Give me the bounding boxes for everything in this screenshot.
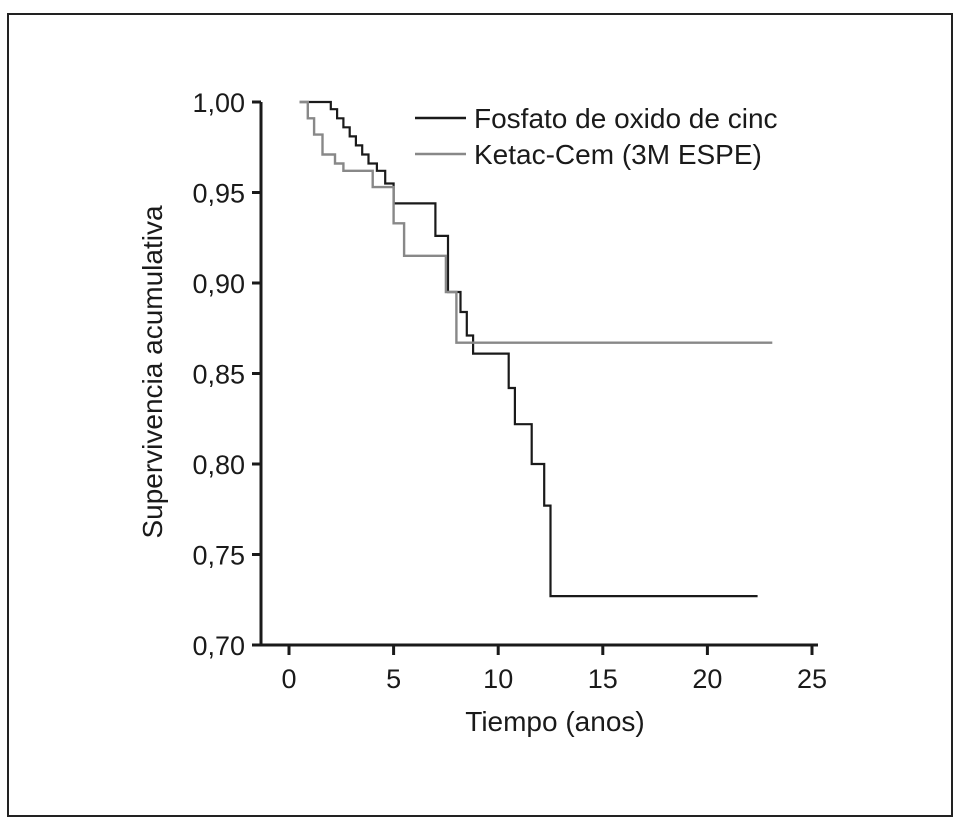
figure-frame — [7, 13, 953, 817]
y-tick-label: 0,75 — [192, 541, 245, 571]
x-tick-label: 5 — [386, 664, 401, 694]
x-ticks: 0 5 10 15 20 25 — [281, 645, 827, 694]
x-tick-label: 20 — [692, 664, 722, 694]
y-ticks: 1,00 0,95 0,90 0,85 0,80 0,75 0,70 — [192, 88, 261, 661]
y-tick-label: 0,90 — [192, 269, 245, 299]
legend-label: Fosfato de oxido de cinc — [474, 103, 778, 134]
legend: Fosfato de oxido de cinc Ketac-Cem (3M ES… — [415, 103, 778, 170]
y-tick-label: 0,95 — [192, 179, 245, 209]
x-tick-label: 25 — [797, 664, 827, 694]
series-layer — [299, 100, 773, 598]
legend-label: Ketac-Cem (3M ESPE) — [474, 139, 762, 170]
y-tick-label: 0,80 — [192, 450, 245, 480]
series-line-fosfato — [299, 100, 758, 598]
y-axis-title: Supervivencia acumulativa — [137, 205, 168, 538]
axes — [259, 102, 818, 647]
series-line-ketac — [299, 100, 773, 344]
x-tick-label: 15 — [588, 664, 618, 694]
x-tick-label: 0 — [281, 664, 296, 694]
y-tick-label: 0,85 — [192, 360, 245, 390]
y-tick-label: 0,70 — [192, 631, 245, 661]
x-tick-label: 10 — [483, 664, 513, 694]
y-tick-label: 1,00 — [192, 88, 245, 118]
x-axis-title: Tiempo (anos) — [465, 706, 644, 737]
